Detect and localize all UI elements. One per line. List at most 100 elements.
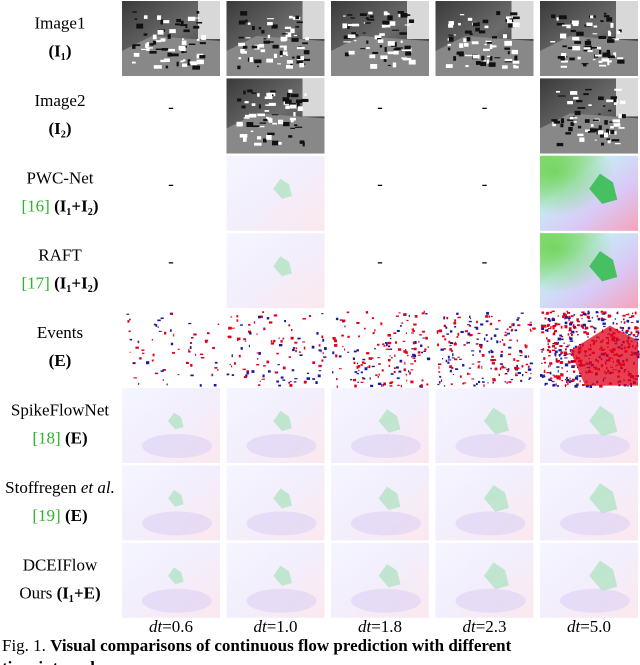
event	[409, 371, 411, 375]
event	[568, 315, 571, 318]
event	[413, 354, 417, 358]
row-inputs: [19] (E)	[32, 506, 87, 525]
event	[423, 310, 425, 313]
event	[226, 373, 230, 375]
event	[162, 369, 166, 371]
image-cell	[226, 155, 325, 231]
event	[153, 323, 156, 326]
event	[555, 383, 557, 386]
event	[410, 369, 414, 371]
clutter	[574, 121, 577, 123]
clutter	[254, 142, 262, 146]
event	[170, 312, 174, 315]
clutter	[342, 23, 348, 29]
clutter	[252, 125, 260, 128]
event	[160, 317, 164, 320]
event	[527, 355, 530, 358]
event	[479, 345, 483, 349]
event	[407, 370, 410, 373]
event	[246, 370, 250, 373]
event	[248, 324, 251, 326]
event	[387, 334, 391, 337]
event	[390, 381, 394, 383]
event	[211, 373, 214, 377]
event	[403, 313, 407, 316]
clutter	[372, 51, 379, 54]
event	[356, 322, 360, 324]
event	[468, 320, 472, 323]
clutter	[148, 47, 154, 49]
clutter	[304, 93, 307, 96]
reference: [17]	[21, 274, 49, 293]
event	[567, 333, 570, 336]
event	[569, 353, 571, 355]
event	[564, 357, 568, 359]
clutter	[558, 15, 567, 20]
event	[133, 377, 137, 379]
event	[420, 344, 423, 348]
clutter	[592, 59, 596, 61]
event	[389, 382, 393, 385]
clutter	[598, 60, 603, 63]
clutter	[290, 120, 294, 123]
event	[334, 339, 338, 343]
clutter	[196, 11, 200, 14]
event	[152, 353, 155, 357]
clutter	[588, 130, 591, 133]
event	[418, 340, 420, 343]
event	[382, 343, 385, 345]
image-cell	[122, 310, 220, 387]
event	[212, 346, 215, 350]
moving-object	[378, 409, 401, 433]
event	[520, 312, 524, 314]
event	[576, 375, 578, 377]
event	[558, 353, 561, 356]
event	[483, 384, 485, 388]
event	[449, 330, 453, 333]
event	[565, 380, 568, 383]
event	[332, 351, 335, 355]
moving-object	[168, 412, 184, 430]
event	[590, 325, 594, 328]
clutter	[367, 18, 375, 21]
event	[395, 315, 399, 317]
inputs: (I₁)	[48, 41, 71, 60]
event	[481, 365, 483, 369]
clutter	[288, 135, 293, 138]
event	[282, 337, 285, 340]
event	[454, 358, 458, 361]
event	[516, 318, 519, 321]
event	[485, 315, 489, 318]
moving-object	[483, 484, 509, 512]
event	[268, 370, 271, 373]
event	[387, 358, 391, 362]
clutter	[259, 122, 267, 124]
event	[448, 340, 451, 344]
event	[459, 375, 462, 378]
clutter	[347, 14, 353, 16]
clutter	[302, 141, 305, 147]
clutter	[606, 128, 610, 134]
event	[544, 382, 548, 385]
clutter	[141, 48, 149, 50]
event	[352, 357, 355, 360]
event	[628, 326, 630, 328]
clutter	[571, 117, 578, 119]
clutter	[572, 46, 581, 51]
image-cell	[540, 310, 640, 389]
event	[542, 348, 545, 351]
event	[634, 336, 638, 338]
clutter	[489, 44, 493, 50]
event	[400, 384, 403, 388]
clutter	[602, 105, 606, 107]
event	[288, 324, 291, 327]
event	[412, 329, 415, 332]
event	[561, 380, 564, 382]
event	[166, 383, 168, 386]
clutter	[597, 130, 604, 135]
clutter	[247, 89, 253, 93]
empty-cell: -	[168, 252, 174, 271]
event	[557, 369, 559, 373]
column-label: dt=1.0	[253, 617, 297, 636]
clutter	[245, 19, 248, 23]
